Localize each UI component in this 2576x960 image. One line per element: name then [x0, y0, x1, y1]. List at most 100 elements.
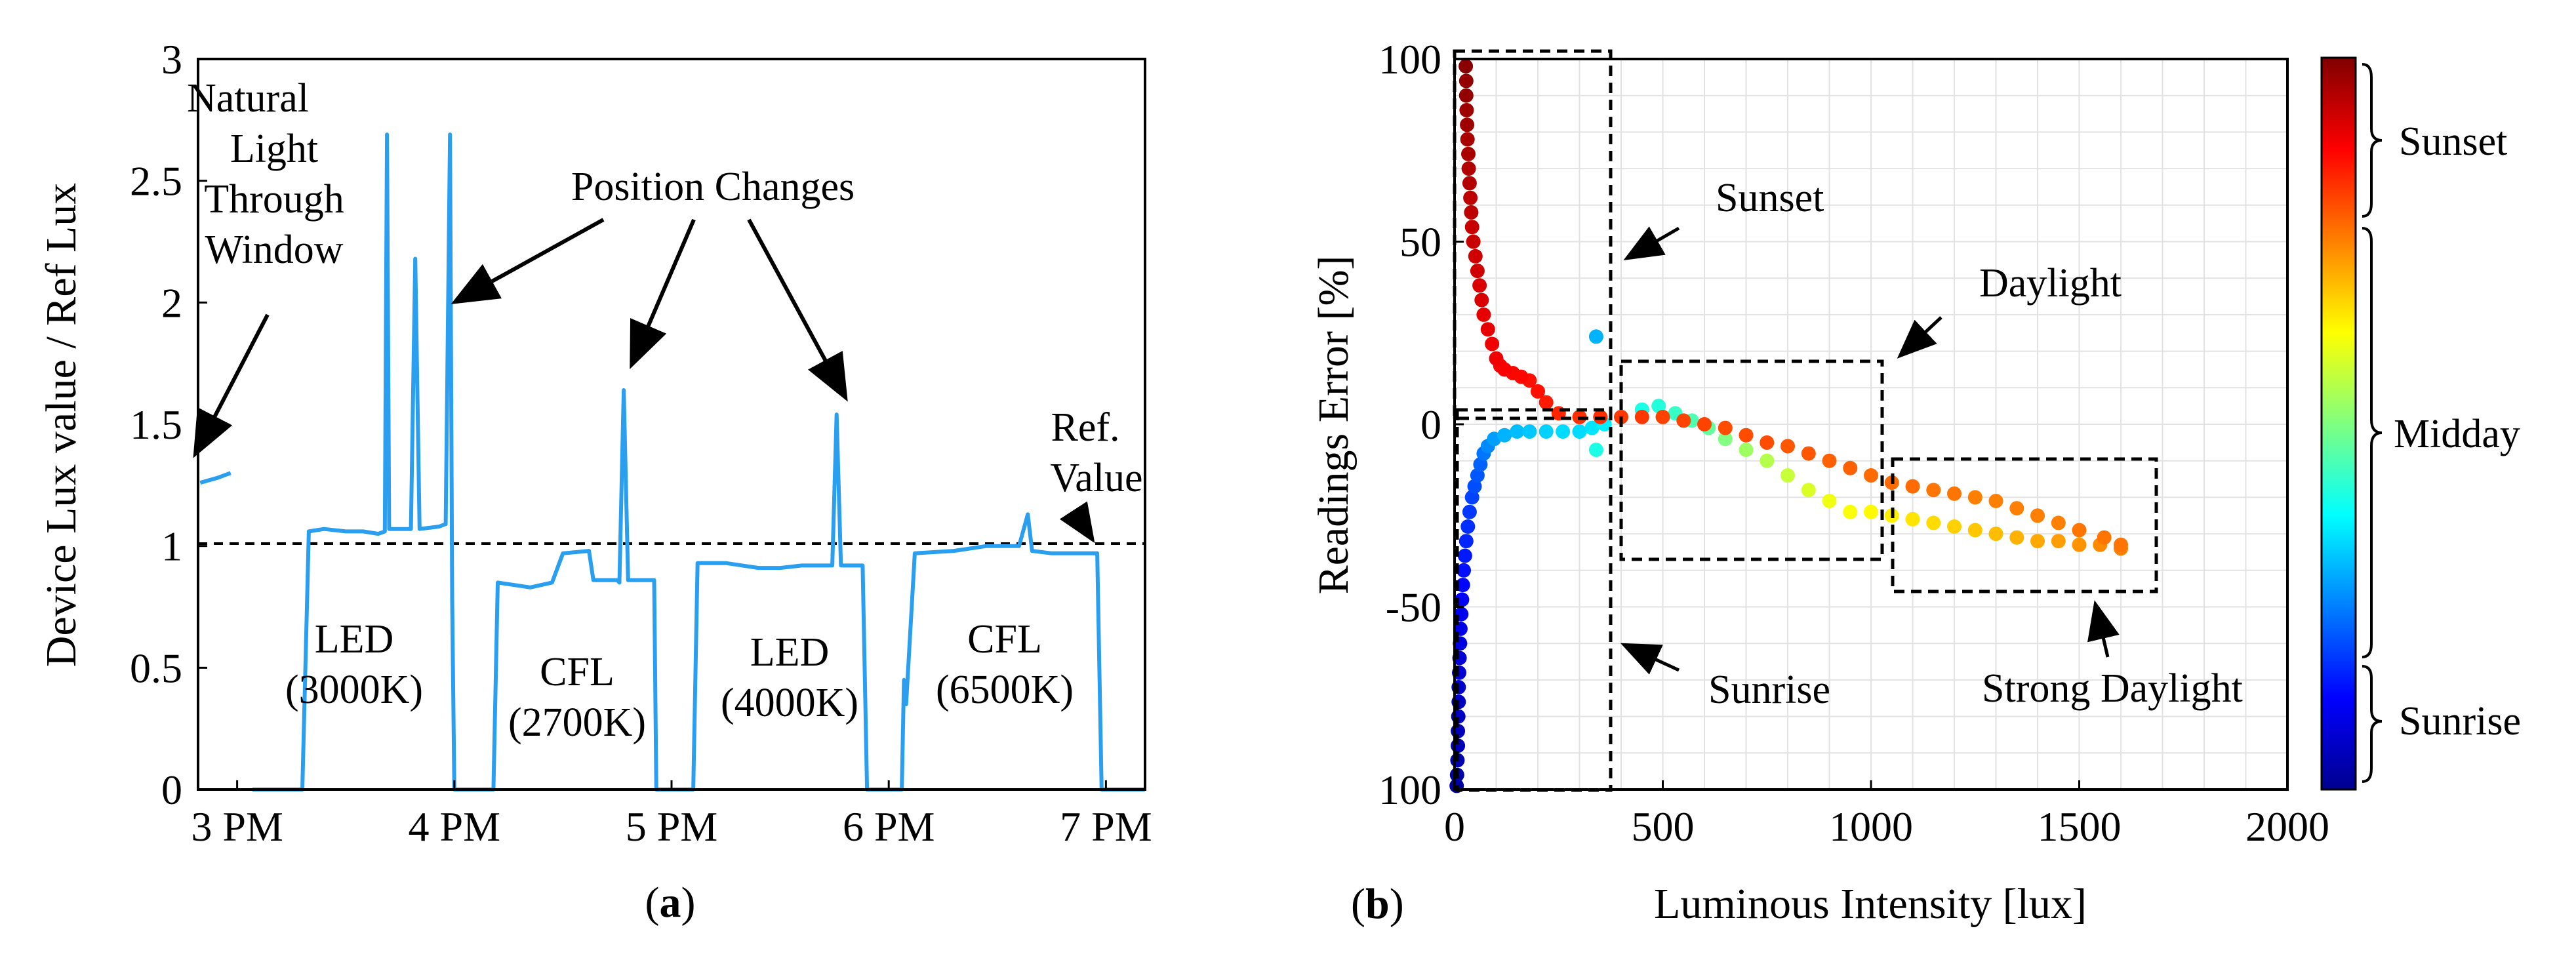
data-point: [1926, 483, 1941, 498]
data-point: [1572, 424, 1587, 439]
annotation-line: Sunrise: [1708, 668, 1830, 712]
colorbar-brace-midday: [2362, 227, 2383, 658]
data-point: [1822, 453, 1837, 468]
data-point: [1460, 117, 1475, 132]
data-point: [1760, 435, 1775, 450]
annotation-line: Light: [230, 127, 318, 171]
axis-ticks: 3 PM 4 PM 5 PM 6 PM 7 PM 0 0.5 1 1.5 2 2.5 3: [130, 36, 1152, 850]
data-point: [1718, 420, 1733, 435]
annotation-line: CFL: [967, 617, 1042, 662]
annotation-line: (3000K): [285, 668, 423, 712]
data-point: [2051, 534, 2066, 549]
data-point: [1473, 457, 1488, 472]
data-point: [1801, 483, 1816, 498]
data-point: [1781, 468, 1795, 483]
x-tick-label: 1500: [2038, 803, 2122, 850]
data-point: [1947, 519, 1962, 534]
panel-tag: (a): [645, 879, 696, 927]
data-point: [1864, 504, 1878, 519]
x-tick-label: 0: [1444, 803, 1465, 850]
data-point: [1651, 399, 1666, 414]
data-point: [1588, 329, 1603, 344]
data-point: [1843, 460, 1858, 475]
annotation-position-changes: Position Changes: [451, 165, 855, 402]
data-point: [1584, 420, 1600, 435]
data-point: [1464, 490, 1479, 505]
y-axis-title: Readings Error [%]: [1310, 256, 1358, 595]
colorbar-brace-sunrise: [2362, 665, 2383, 783]
panel-a-line-chart: 3 PM 4 PM 5 PM 6 PM 7 PM 0 0.5 1 1.5 2 2.5 3 Device…: [37, 36, 1152, 927]
data-point: [1462, 176, 1477, 191]
x-tick-label: 4 PM: [409, 803, 501, 850]
annotation-arrow: [2087, 600, 2120, 658]
y-tick-label: 50: [1399, 219, 1441, 266]
data-point: [2072, 537, 2087, 552]
series-line-segment-2: [252, 132, 1145, 791]
y-tick-label: 1: [161, 523, 182, 570]
data-point: [1967, 523, 1982, 538]
panel-tag-close: ): [1390, 880, 1404, 928]
data-point: [1472, 278, 1487, 293]
data-point: [2009, 530, 2024, 545]
data-point: [2009, 501, 2024, 516]
series-layer: [199, 132, 1145, 791]
annotation-daylight: Daylight: [1897, 261, 2122, 359]
annotation-natural-light: Natural Light Through Window: [187, 76, 344, 458]
data-point: [1459, 59, 1474, 74]
data-point: [1801, 446, 1816, 461]
annotation-line: Window: [205, 228, 343, 272]
x-tick-label: 6 PM: [843, 803, 935, 850]
data-point: [1466, 234, 1481, 249]
data-point: [1460, 519, 1476, 534]
data-point: [2030, 534, 2045, 549]
annotation-line: Ref.: [1051, 405, 1119, 450]
x-tick-label: 500: [1632, 803, 1695, 850]
data-point: [1462, 504, 1477, 519]
colorbar-label-sunset: Sunset: [2399, 119, 2507, 164]
annotation-led-3000: LED (3000K): [285, 617, 423, 712]
data-point: [2072, 523, 2087, 538]
x-tick-label: 7 PM: [1060, 803, 1152, 850]
data-point: [1864, 468, 1878, 483]
y-tick-label: 100: [1379, 767, 1441, 813]
data-point: [1655, 409, 1670, 424]
annotation-cfl-2700: CFL (2700K): [508, 650, 646, 745]
annotation-line: (2700K): [508, 700, 646, 745]
data-point: [1476, 307, 1491, 322]
colorbar-label-midday: Midday: [2394, 412, 2520, 456]
data-point: [1459, 534, 1474, 549]
data-point: [1531, 384, 1545, 399]
data-point: [1459, 88, 1474, 103]
annotation-line: LED: [750, 630, 830, 675]
y-tick-label: 2.5: [130, 158, 182, 205]
data-point: [1822, 494, 1837, 508]
annotation-line: (6500K): [936, 668, 1074, 712]
y-tick-label: 0: [161, 767, 182, 813]
x-tick-label: 2000: [2245, 803, 2329, 850]
y-tick-label: 0.5: [130, 645, 182, 691]
y-tick-label: 1.5: [130, 401, 182, 448]
annotation-arrow: [630, 218, 696, 370]
data-point: [1468, 249, 1483, 264]
data-point: [1461, 161, 1476, 176]
data-point: [1457, 548, 1472, 563]
annotation-line: Natural: [187, 76, 309, 121]
y-tick-label: 3: [161, 36, 182, 83]
annotation-arrow: [1623, 226, 1680, 261]
annotation-arrow: [1897, 316, 1942, 359]
region-box-sunrise: [1455, 408, 1613, 792]
data-point: [1480, 322, 1495, 337]
y-tick-label: -50: [1386, 584, 1441, 631]
data-point: [1988, 527, 2003, 542]
data-point: [1467, 479, 1482, 494]
annotation-arrow: [1620, 643, 1680, 675]
annotation-line: Daylight: [1979, 261, 2122, 306]
annotation-line: (4000K): [721, 681, 858, 725]
annotation-line: Value: [1050, 456, 1142, 500]
panel-tag-close: ): [681, 879, 696, 927]
x-tick-label: 5 PM: [626, 803, 718, 850]
region-box-strong-daylight: [1891, 457, 2158, 593]
annotation-line: CFL: [540, 650, 614, 694]
data-point: [1463, 190, 1478, 205]
